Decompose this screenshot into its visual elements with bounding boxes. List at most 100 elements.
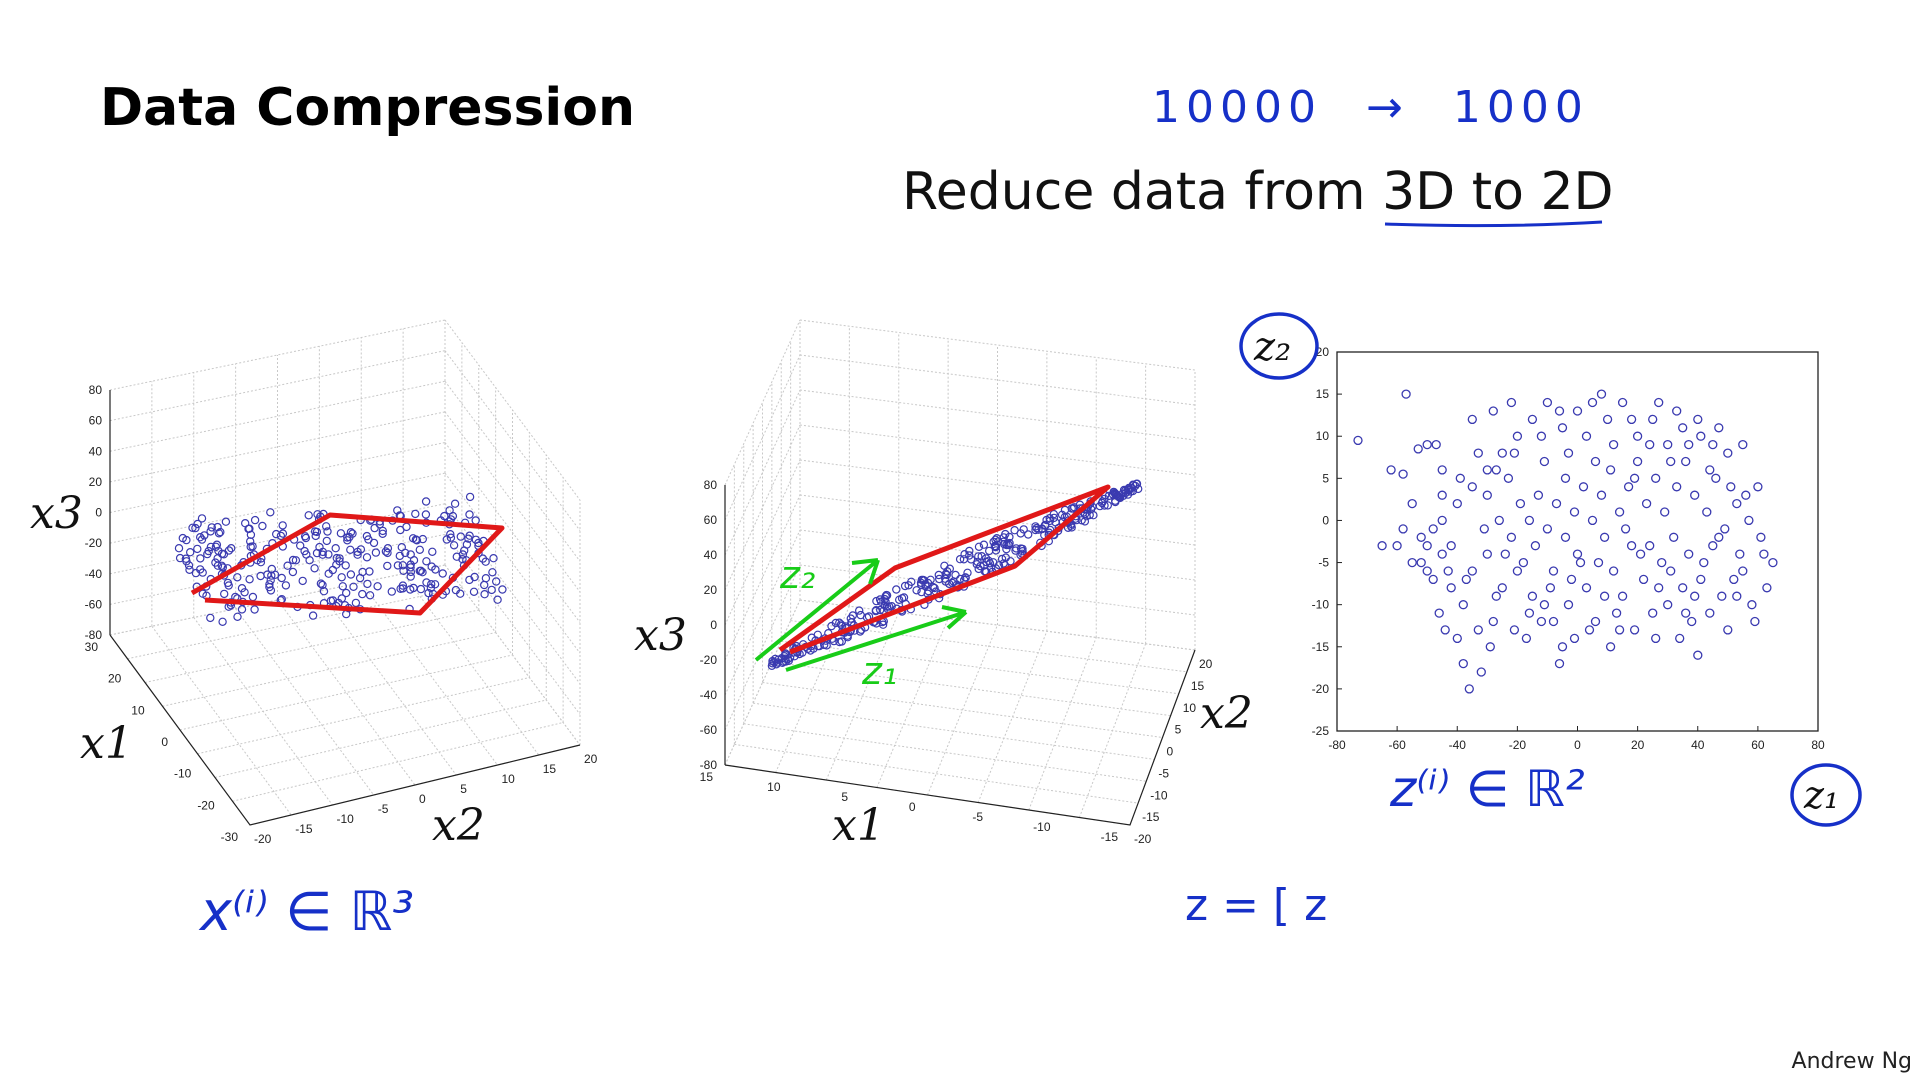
data-point [1678, 583, 1688, 593]
gridline [144, 609, 479, 683]
chart1-frame [109, 390, 581, 826]
data-point [493, 595, 502, 604]
x-tick-label: 10 [767, 780, 781, 794]
data-point [322, 522, 331, 531]
gridline [109, 564, 446, 636]
data-point [1738, 566, 1748, 576]
data-point [1485, 642, 1495, 652]
data-point [428, 547, 437, 557]
data-point [1458, 600, 1468, 610]
data-point [1626, 541, 1637, 551]
gridline [235, 608, 375, 796]
y-tick-label: 15 [543, 762, 557, 776]
data-point [362, 553, 372, 562]
data-point [1714, 423, 1724, 433]
y-tick-label: 10 [1316, 429, 1330, 443]
data-point [300, 532, 310, 541]
data-point [1000, 539, 1009, 549]
data-point [773, 658, 782, 667]
data-point [427, 580, 436, 589]
data-point [1678, 423, 1688, 433]
data-point [1539, 456, 1550, 467]
data-point [1693, 414, 1703, 425]
data-point [1051, 518, 1060, 527]
data-point [904, 581, 913, 590]
data-point [999, 559, 1008, 568]
slide-subtitle: Reduce data from 3D to 2D [902, 162, 1614, 222]
data-point [1001, 553, 1011, 562]
data-point [1353, 435, 1363, 446]
data-point [258, 521, 267, 531]
data-point [498, 585, 507, 594]
data-point [991, 543, 1000, 552]
data-point [1123, 485, 1133, 494]
gridline [109, 411, 446, 483]
data-point [1049, 513, 1059, 523]
data-point [450, 499, 460, 508]
data-point [1548, 566, 1559, 576]
y-tick-label: -5 [1158, 766, 1169, 780]
data-point [1509, 625, 1520, 635]
gridline [109, 472, 446, 544]
data-point [1638, 574, 1649, 585]
data-point [211, 542, 221, 552]
data-point [1681, 456, 1691, 467]
data-point [1533, 490, 1544, 500]
data-point [1714, 532, 1724, 542]
gridline [109, 442, 446, 513]
z-tick-label: -20 [700, 653, 718, 667]
data-point [464, 534, 473, 543]
data-point [481, 557, 490, 566]
axis-edge [109, 634, 581, 826]
data-point [1641, 498, 1652, 509]
gridline [876, 618, 949, 788]
data-point [1611, 608, 1622, 618]
data-point [276, 531, 286, 541]
data-point [1069, 504, 1078, 513]
data-point [237, 605, 247, 614]
data-point [1632, 431, 1643, 441]
data-point [1605, 465, 1616, 475]
data-point [226, 544, 236, 553]
dims-to: 1000 [1452, 82, 1589, 133]
data-point [197, 514, 207, 523]
data-point [1645, 439, 1655, 450]
data-point [246, 530, 256, 540]
data-point [1045, 514, 1054, 523]
data-point [336, 529, 346, 538]
y-tick-label: -10 [337, 812, 355, 826]
data-point [855, 606, 864, 615]
z-tick-label: 20 [704, 583, 718, 597]
data-point [185, 565, 194, 575]
x-tick-label: 40 [1691, 738, 1705, 752]
data-point [1473, 448, 1483, 458]
data-point [323, 527, 332, 536]
z-tick-label: 20 [89, 475, 103, 489]
data-point [206, 527, 215, 536]
z-tick-label: 0 [95, 506, 102, 520]
y-tick-label: 0 [419, 792, 426, 806]
data-point [1512, 431, 1523, 441]
data-point [266, 508, 275, 517]
data-point [288, 567, 298, 577]
data-point [1506, 532, 1517, 542]
data-point [1684, 549, 1694, 559]
y-tick-label: -25 [1312, 724, 1330, 738]
data-point [1657, 557, 1667, 568]
data-point [175, 553, 185, 563]
data-point [1524, 608, 1535, 618]
data-point [421, 497, 431, 506]
data-point [470, 572, 479, 582]
x-tick-label: 60 [1751, 738, 1765, 752]
data-point [1584, 625, 1595, 635]
data-point [1443, 566, 1453, 576]
data-point [892, 585, 901, 594]
data-point [1527, 414, 1538, 425]
data-point [1100, 494, 1109, 504]
z-tick-label: -60 [700, 723, 718, 737]
data-point [1011, 546, 1020, 555]
data-point [1488, 406, 1498, 416]
gridline [977, 631, 1048, 803]
data-point [1648, 608, 1658, 618]
